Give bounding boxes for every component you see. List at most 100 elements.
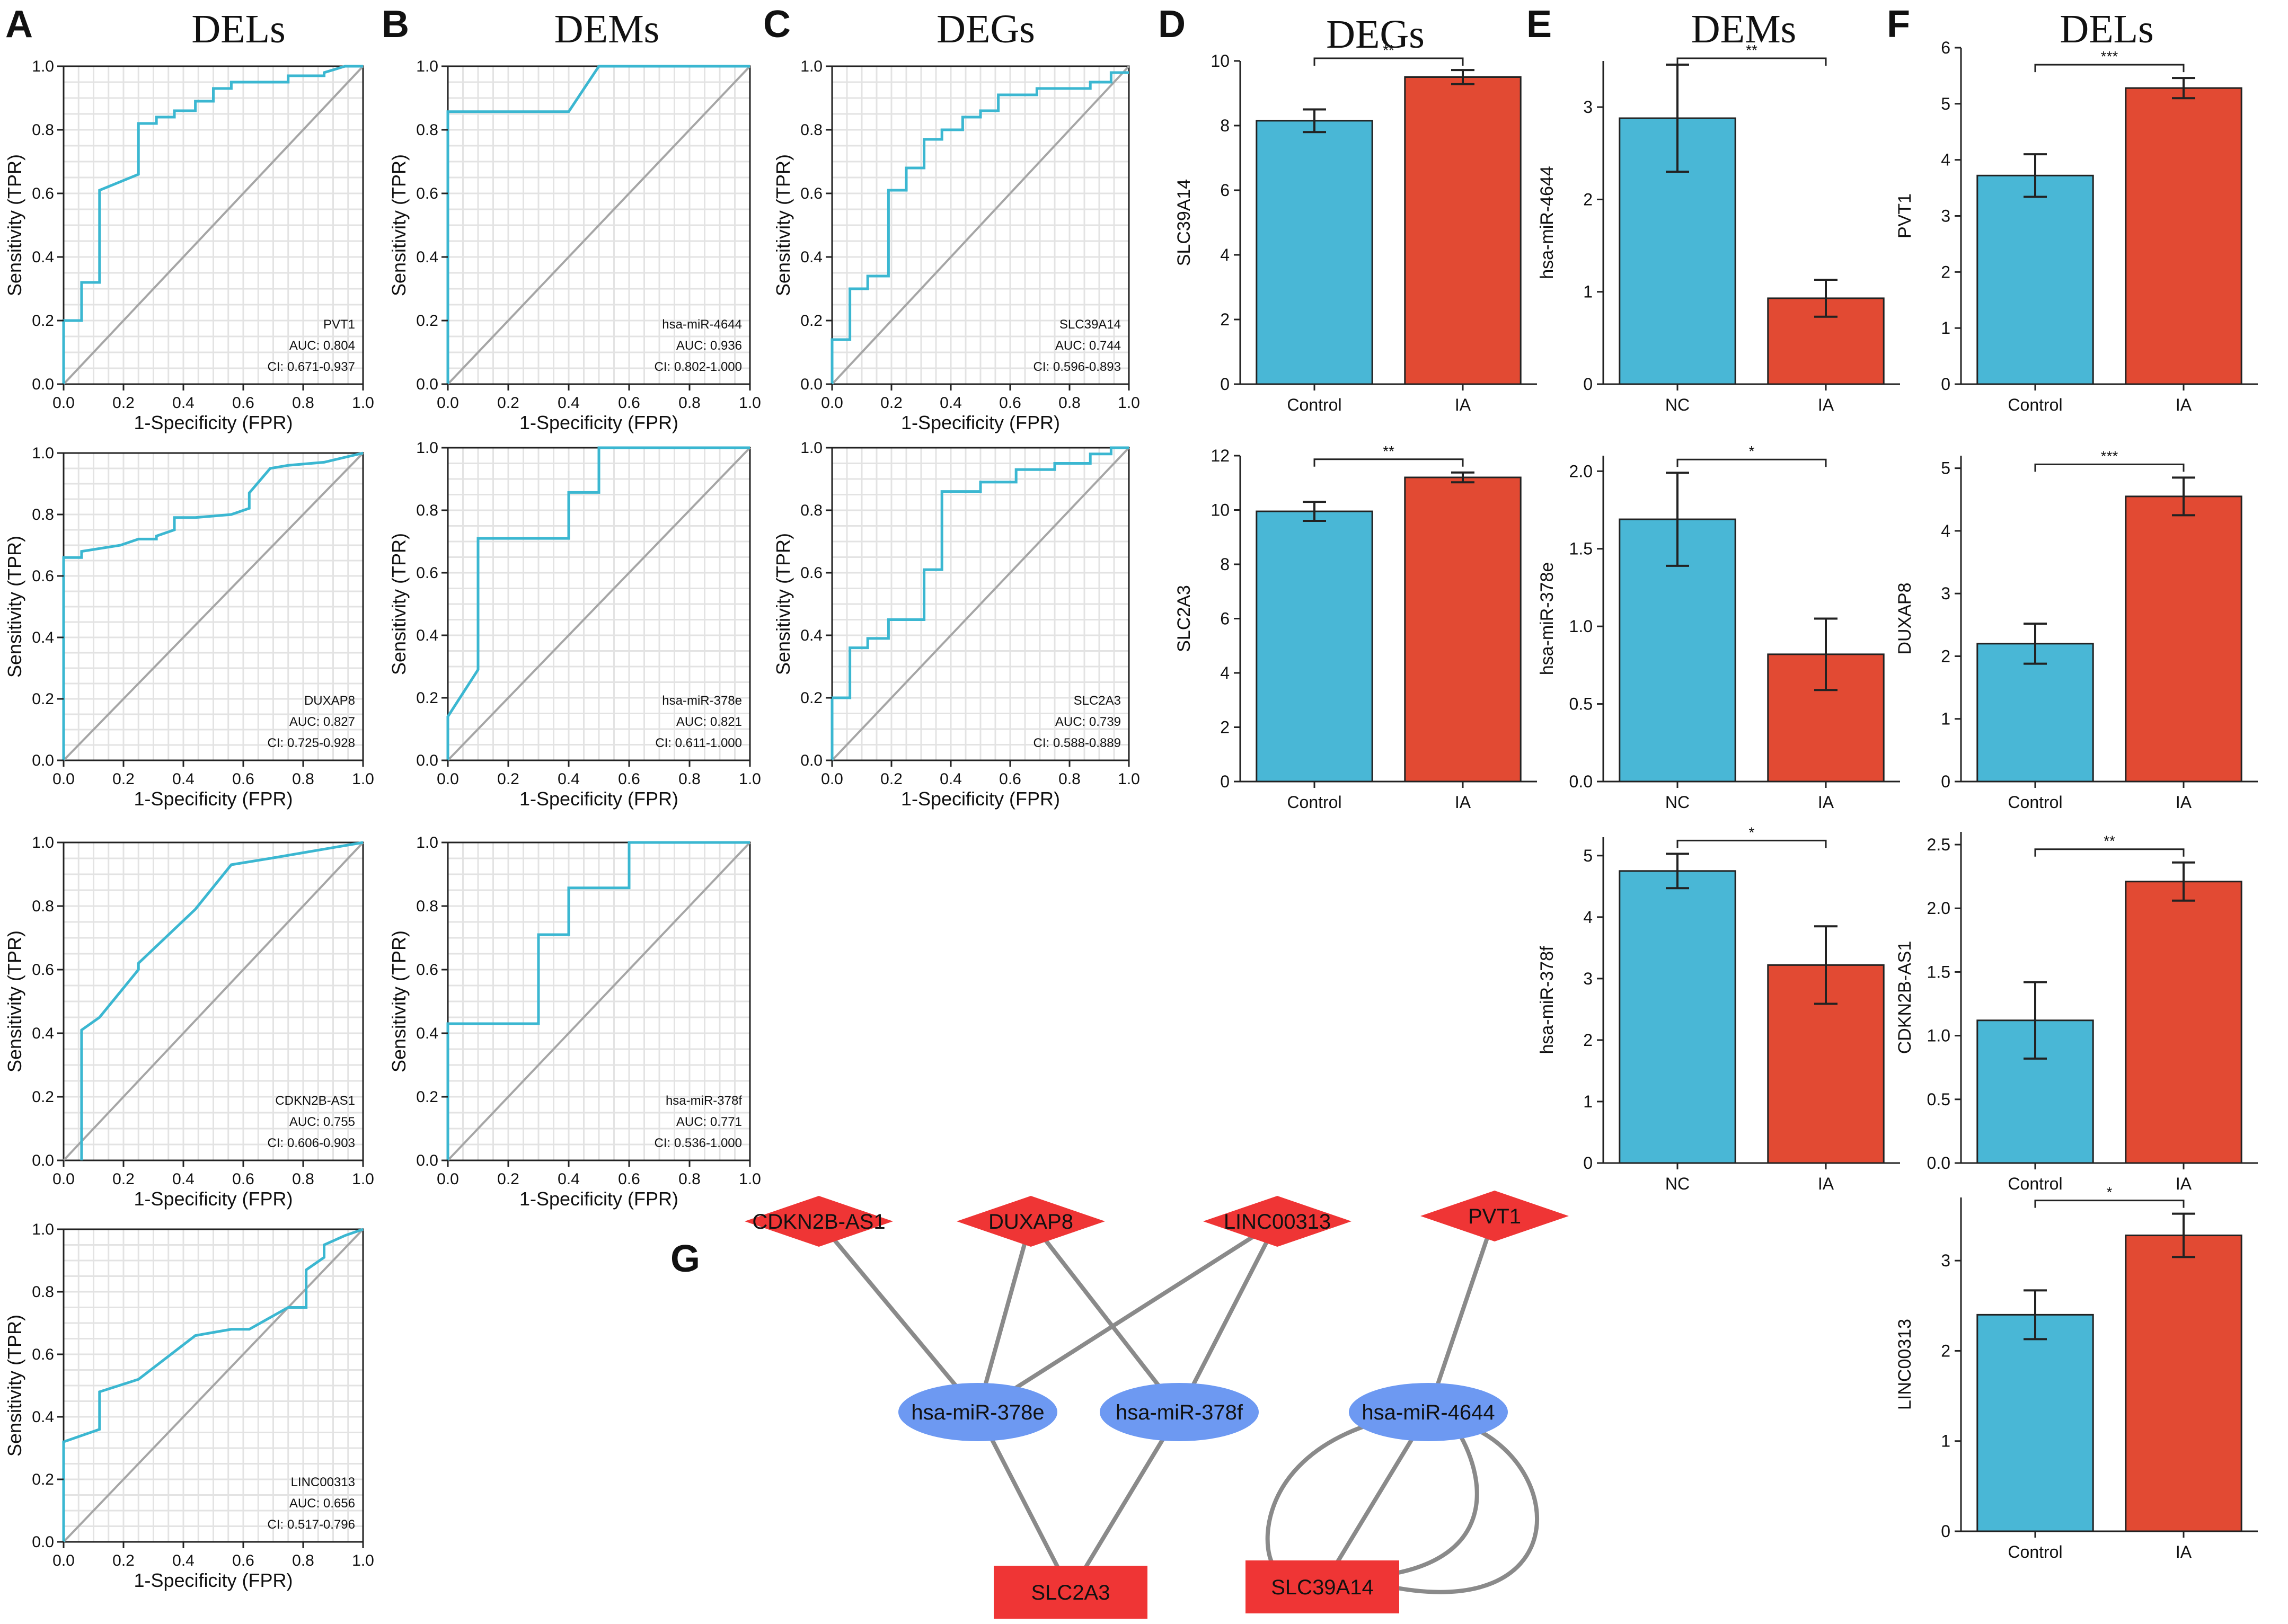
- diagonal-reference: [831, 65, 1130, 385]
- y-tick-label: 0.8: [800, 502, 823, 519]
- roc-chart-slc2a3: 0.00.0 0.2 0.2 0.4 0.4 0.6 0.6 0.8 0.8 1.0 1.0 1-Sp…: [772, 439, 1140, 810]
- x-tick-label: 0.0: [437, 770, 459, 788]
- y-tick-label: 0.6: [32, 567, 54, 585]
- network-edge: [1320, 1410, 1430, 1588]
- x-tick-label: 1.0: [739, 1170, 761, 1188]
- y-tick-label: 0.2: [32, 1471, 54, 1488]
- y-tick-label: 0.4: [416, 627, 438, 644]
- x-tick-label: 0.2: [880, 394, 903, 412]
- x-tick-label: 0.4: [172, 1170, 195, 1188]
- x-tick-label: NC: [1665, 793, 1690, 812]
- y-axis-label: hsa-miR-4644: [1537, 166, 1557, 279]
- y-tick-label: 6: [1220, 609, 1230, 628]
- roc-chart-linc00313: 0.00.0 0.2 0.2 0.4 0.4 0.6 0.6 0.8 0.8 1.0 1.0 1-Sp…: [4, 1221, 374, 1591]
- y-axis-label: Sensitivity (TPR): [388, 533, 410, 675]
- x-tick-label: Control: [1287, 395, 1341, 414]
- network-edge: [976, 1219, 1279, 1414]
- significance-label: **: [1383, 443, 1394, 459]
- x-tick-label: 0.6: [618, 394, 640, 412]
- y-tick-label: 1: [1941, 709, 1950, 729]
- node-label: SLC39A14: [1271, 1576, 1373, 1599]
- legend-gene: hsa-miR-378e: [662, 694, 742, 708]
- legend-gene: hsa-miR-4644: [662, 317, 742, 332]
- diagonal-reference: [447, 841, 751, 1161]
- y-tick-label: 0.0: [32, 752, 54, 769]
- panel-letter-c: C: [763, 3, 791, 46]
- y-tick-label: 0.4: [800, 627, 823, 644]
- y-tick-label: 0.8: [32, 506, 54, 523]
- y-tick-label: 2: [1220, 718, 1230, 737]
- x-tick-label: IA: [2176, 1174, 2192, 1193]
- bar-chart-cdkn2b-as1: 0.0 0.5 1.0 1.5 2.0 2.5 Control IA ** CDKN2B-AS1: [1895, 832, 2258, 1193]
- x-axis-label: 1-Specificity (FPR): [519, 1188, 678, 1210]
- network-edge: [1029, 1220, 1181, 1414]
- y-axis-label: Sensitivity (TPR): [4, 1315, 25, 1457]
- y-tick-label: 3: [1941, 1251, 1950, 1270]
- y-tick-label: 1: [1583, 282, 1593, 301]
- legend-auc: AUC: 0.821: [676, 715, 742, 729]
- y-tick-label: 0.2: [800, 689, 823, 707]
- roc-chart-pvt1: 0.00.0 0.2 0.2 0.4 0.4 0.6 0.6 0.8 0.8 1.0 1.0 1-Sp…: [4, 58, 374, 433]
- roc-curve: [446, 841, 750, 1160]
- x-tick-label: 0.4: [558, 1170, 580, 1188]
- x-tick-label: 0.2: [880, 770, 903, 788]
- x-tick-label: 0.2: [497, 770, 519, 788]
- x-tick-label: NC: [1665, 1174, 1690, 1193]
- x-tick-label: 0.0: [52, 1552, 75, 1569]
- y-tick-label: 0.4: [32, 1408, 54, 1426]
- significance-label: ***: [2101, 48, 2118, 65]
- node-mrna-slc39a14: [1245, 1560, 1399, 1613]
- legend-gene: SLC39A14: [1059, 317, 1121, 332]
- bar-control: [1256, 510, 1373, 783]
- y-tick-label: 0.6: [32, 961, 54, 979]
- legend-ci: CI: 0.596-0.893: [1033, 360, 1121, 374]
- y-axis-label: LINC00313: [1895, 1319, 1915, 1410]
- y-tick-label: 0.0: [1569, 772, 1593, 791]
- panel-letter-f: F: [1887, 3, 1910, 46]
- diagonal-reference: [447, 65, 751, 385]
- plot-frame: [447, 841, 751, 1161]
- bar-ia: [1404, 76, 1522, 385]
- legend-gene: LINC00313: [291, 1475, 355, 1489]
- y-tick-label: 2: [1941, 1341, 1950, 1360]
- y-axis-label: Sensitivity (TPR): [388, 930, 410, 1072]
- x-tick-label: IA: [1818, 793, 1834, 812]
- legend-auc: AUC: 0.804: [289, 339, 355, 353]
- x-tick-label: IA: [2176, 395, 2192, 414]
- y-tick-label: 2: [1941, 262, 1950, 281]
- y-tick-label: 2.0: [1927, 899, 1950, 918]
- node-label: LINC00313: [1224, 1210, 1331, 1233]
- x-tick-label: 0.6: [232, 1552, 254, 1569]
- y-tick-label: 0: [1220, 772, 1230, 791]
- bar-chart-hsa-mir-4644: 0 1 2 3 NC IA ** hsa-miR-4644: [1537, 42, 1900, 414]
- x-tick-label: Control: [2008, 793, 2062, 812]
- node-lncrna-pvt1: [1420, 1191, 1569, 1241]
- node-label: DUXAP8: [988, 1210, 1073, 1233]
- panel-title-e: DEMs: [1691, 7, 1796, 51]
- node-label: hsa-miR-378f: [1116, 1401, 1243, 1424]
- y-tick-label: 0: [1583, 375, 1593, 394]
- x-tick-label: 0.2: [497, 1170, 519, 1188]
- significance-bracket: [1676, 57, 1827, 66]
- node-label: hsa-miR-4644: [1362, 1401, 1495, 1424]
- y-axis-label: Sensitivity (TPR): [772, 533, 794, 675]
- node-mrna-slc2a3: [994, 1566, 1147, 1619]
- x-tick-label: 1.0: [739, 770, 761, 788]
- network-edge: [1426, 1215, 1497, 1413]
- legend-auc: AUC: 0.771: [676, 1115, 742, 1129]
- legend-auc: AUC: 0.827: [289, 715, 355, 729]
- x-tick-label: IA: [1818, 395, 1834, 414]
- roc-chart-slc39a14: 0.00.0 0.2 0.2 0.4 0.4 0.6 0.6 0.8 0.8 1.0 1.0 1-Sp…: [772, 58, 1140, 433]
- x-tick-label: 1.0: [1118, 394, 1140, 412]
- node-lncrna-cdkn2b-as1: [745, 1196, 893, 1247]
- x-tick-label: 0.6: [232, 394, 254, 412]
- y-tick-label: 0.0: [416, 1152, 438, 1169]
- y-tick-label: 4: [1583, 908, 1593, 927]
- node-lncrna-linc00313: [1203, 1196, 1351, 1247]
- y-axis-label: PVT1: [1895, 193, 1915, 238]
- node-label: SLC2A3: [1031, 1581, 1110, 1604]
- y-tick-label: 2.5: [1927, 835, 1950, 854]
- y-tick-label: 1.0: [1569, 617, 1593, 636]
- x-tick-label: 0.4: [172, 1552, 195, 1569]
- x-tick-label: Control: [1287, 793, 1341, 812]
